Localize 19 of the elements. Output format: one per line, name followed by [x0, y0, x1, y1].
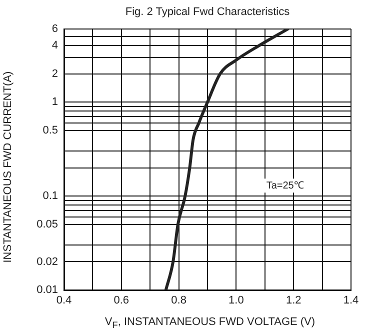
y-tick-label: 6: [52, 23, 58, 36]
y-tick-label: 0.1: [42, 190, 58, 202]
x-tick-label: 1.2: [286, 294, 302, 307]
x-tick-label: 0.6: [114, 294, 130, 307]
y-tick-label: 0.02: [36, 256, 58, 268]
annotation: Ta=25℃: [266, 180, 304, 192]
y-axis-title: INSTANTANEOUS FWD CURRENT(A): [1, 70, 15, 265]
x-tick-label: 1.4: [343, 294, 359, 307]
chart-title: Fig. 2 Typical Fwd Characteristics: [124, 5, 291, 19]
y-tick-label: 0.01: [36, 284, 58, 296]
y-tick-label: 0.05: [36, 218, 58, 230]
y-tick-label: 2: [52, 68, 58, 80]
x-tick-label: 0.4: [56, 294, 72, 307]
y-tick-label: 4: [52, 40, 58, 52]
y-tick-label: 1: [52, 96, 58, 108]
y-tick-label: 0.5: [42, 124, 58, 136]
x-tick-label: 1.0: [228, 294, 244, 307]
x-axis-title: V$_{F}$, INSTANTANEOUS FWD VOLTAGE (V): [104, 315, 316, 332]
x-tick-label: 0.8: [171, 294, 186, 307]
